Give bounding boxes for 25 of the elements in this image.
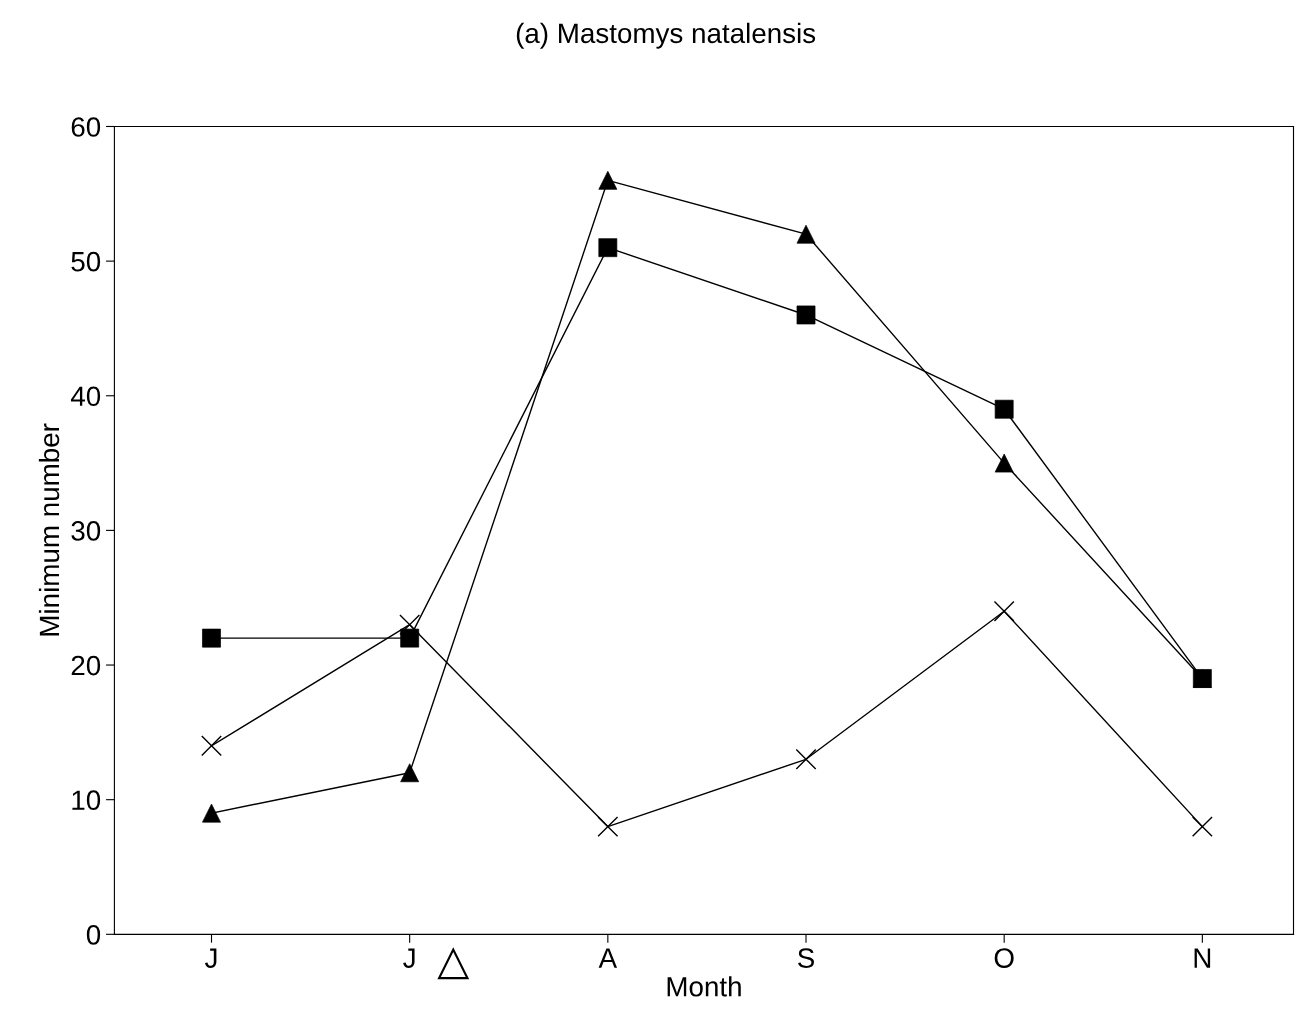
x-tick-label: O: [994, 948, 1014, 968]
point: [597, 816, 619, 838]
chart-title: (a) Mastomys natalensis: [516, 22, 816, 49]
x-axis-title: Month: [667, 976, 741, 997]
point: [399, 614, 421, 636]
y-axis-title: Minimum number: [38, 423, 60, 636]
y-tick-label: 40: [70, 386, 101, 407]
x-tick-label: N: [1194, 948, 1211, 968]
y-tick-label: 60: [71, 117, 101, 137]
x-tick-label: S: [798, 948, 814, 968]
point: [1191, 816, 1213, 838]
y-tick-label: 50: [71, 251, 101, 272]
y-tick-label: 20: [71, 655, 101, 676]
y-tick-label: 30: [71, 521, 101, 541]
point: [400, 763, 420, 783]
y-tick-label: 0: [86, 924, 101, 945]
point: [201, 735, 222, 757]
x-tick-label: A: [598, 948, 618, 968]
point: [796, 305, 816, 325]
point: [795, 748, 817, 770]
x-tick-label: J: [403, 948, 415, 968]
point: [993, 600, 1015, 622]
y-tick-label: 10: [72, 790, 101, 811]
x-tick-label: J: [204, 948, 217, 968]
text: △: [437, 947, 470, 980]
